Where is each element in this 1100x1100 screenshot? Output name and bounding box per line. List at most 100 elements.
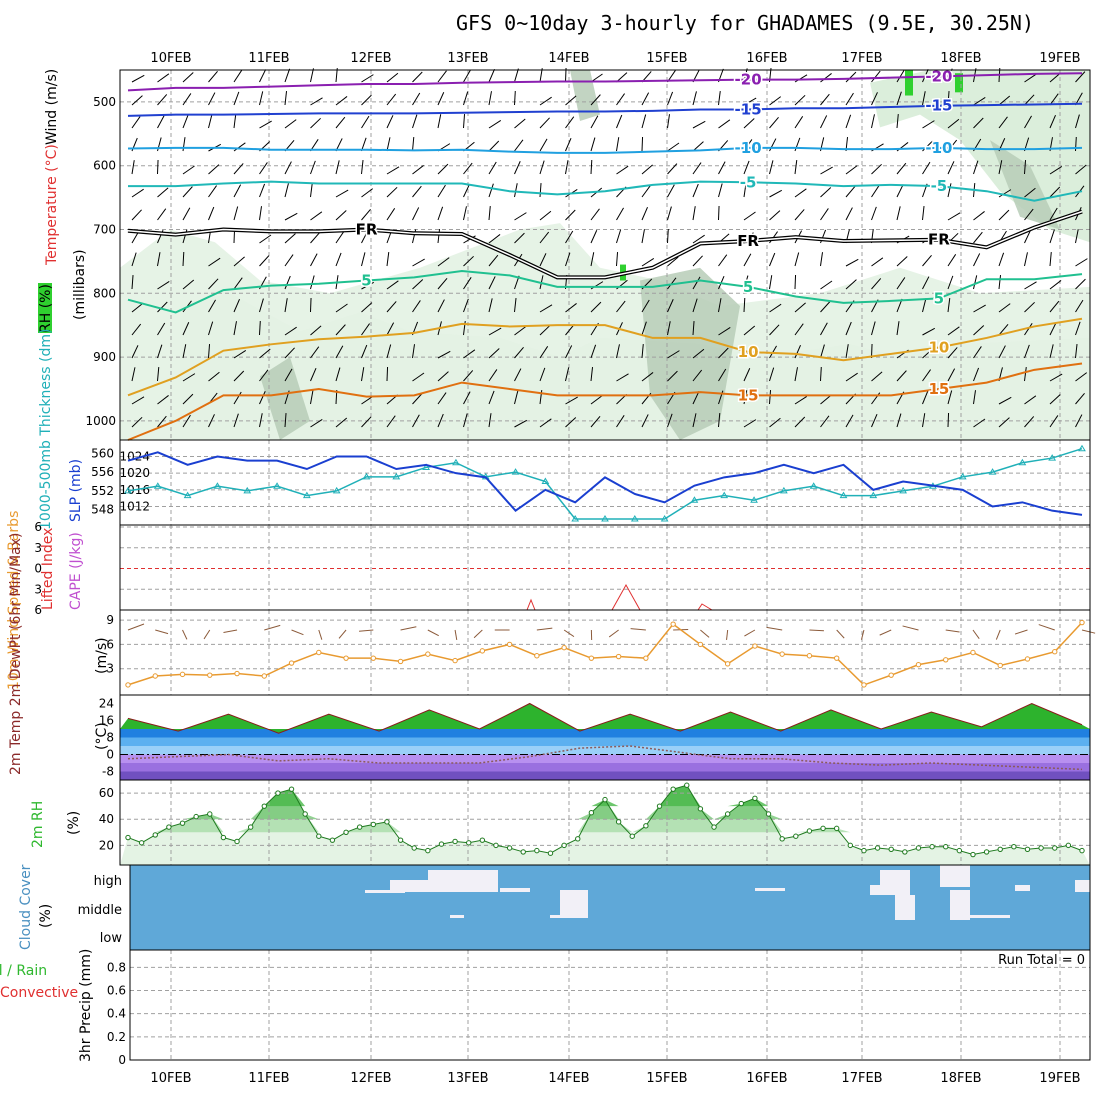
wind-barb <box>437 114 442 129</box>
precip-panel-bg <box>130 950 1090 1060</box>
wind-barb <box>1075 164 1087 175</box>
wind-barb <box>998 396 1012 405</box>
wind-barb <box>820 115 828 129</box>
wind-barb <box>233 163 244 175</box>
rh-point <box>493 842 499 849</box>
wind-barb <box>998 189 1012 198</box>
wind-barb <box>131 252 137 267</box>
wind-barb <box>412 300 421 313</box>
rh-point <box>643 823 649 829</box>
date-label-bottom: 11FEB <box>248 1071 289 1086</box>
cloud-cover-block <box>880 870 910 892</box>
thickness-point <box>660 515 669 522</box>
date-label-bottom: 18FEB <box>940 1071 981 1086</box>
wind-barb <box>769 252 776 267</box>
thickness-line <box>127 447 1083 520</box>
wind-barb <box>667 350 680 359</box>
wind-barb <box>820 322 828 336</box>
date-label-top: 14FEB <box>548 51 589 66</box>
wind-barb <box>1049 344 1054 359</box>
wind-barb <box>845 114 852 129</box>
rh-point <box>288 786 295 792</box>
wind-barb <box>284 368 293 382</box>
wind-barb <box>1075 258 1088 267</box>
date-label-top: 15FEB <box>646 51 687 66</box>
wind10m-axis-label: 10m Wind Speed & Barbs <box>6 511 22 690</box>
wind-barb <box>1024 160 1027 175</box>
wind-barb <box>437 350 451 359</box>
slp-tick-label: 1020 <box>119 466 150 480</box>
wind-barb <box>973 390 977 405</box>
wind-barb <box>616 300 626 313</box>
wind-barb <box>539 367 546 382</box>
wind-barb <box>335 210 347 221</box>
wind-barb <box>157 322 166 336</box>
wind-speed-point <box>724 661 731 667</box>
wind-barb <box>667 370 678 382</box>
wind-barb <box>743 253 752 267</box>
wind-barb <box>947 183 952 198</box>
wind-barb <box>667 321 671 336</box>
wind-barb <box>769 189 783 198</box>
wind-barb <box>922 276 930 290</box>
wind-barb <box>1075 372 1088 382</box>
wind-barb <box>718 327 731 336</box>
rh-tick-label: 60 <box>99 786 114 800</box>
wind-barb-10m <box>809 629 824 632</box>
li-tick-label: 3 <box>34 582 42 596</box>
wind-barb <box>488 254 499 267</box>
wind-barb <box>590 115 599 129</box>
rh-point <box>629 833 635 839</box>
wind-barb <box>284 119 297 129</box>
wind-barb <box>641 321 647 336</box>
wind-barb <box>947 412 950 428</box>
wind-barb <box>437 392 447 405</box>
wind-barb <box>1024 367 1027 382</box>
wind-barb <box>769 275 773 290</box>
rh-axis-label: RH (%) <box>38 284 54 333</box>
wind-speed-point <box>888 672 894 678</box>
wind-barb <box>284 161 292 175</box>
wind-barb <box>488 91 492 106</box>
rh-saturated-patch <box>905 70 913 96</box>
wind-barb <box>514 183 518 198</box>
wind-barb <box>1075 229 1079 244</box>
wind-barb <box>718 298 722 313</box>
wind-barb <box>922 327 936 336</box>
date-label-top: 10FEB <box>150 51 191 66</box>
wind-barb <box>310 275 315 290</box>
wind-barb <box>386 186 398 198</box>
wind-barb <box>335 160 340 175</box>
wind-barb <box>871 413 878 428</box>
wind-barb <box>947 254 957 267</box>
wind-barb <box>386 415 396 428</box>
wind-barb <box>820 208 829 221</box>
wind-barb <box>335 231 345 244</box>
li-tick-label: 0 <box>34 562 42 576</box>
wind-barb <box>845 279 857 290</box>
wind-barb <box>922 69 929 83</box>
temperature-band <box>120 763 1090 772</box>
wind-barb-10m <box>700 629 710 638</box>
wind-barb <box>845 414 854 428</box>
wind-barb <box>922 298 927 313</box>
wind-barb <box>335 367 341 382</box>
rh-point <box>234 838 240 845</box>
isotherm-label: -5 <box>740 173 757 191</box>
wind-barb <box>871 70 881 83</box>
temperature-axis-label: Temperature (°C) <box>44 144 60 266</box>
wind-barb <box>820 187 832 198</box>
wind-barb <box>386 344 392 359</box>
rh2m-unit-label: (%) <box>66 811 82 835</box>
wind-barb <box>539 418 552 428</box>
wind-barb <box>539 253 547 267</box>
wind-barb <box>463 184 470 198</box>
wind-barb <box>284 233 296 244</box>
temperature-band <box>120 754 1090 763</box>
wind-barb <box>616 415 625 428</box>
rh-point <box>534 847 540 854</box>
li-tick-label: 6 <box>34 520 42 534</box>
cloud-level-middle: middle <box>78 903 122 918</box>
wind-barb <box>590 230 598 244</box>
wind-barb-10m <box>836 629 845 639</box>
